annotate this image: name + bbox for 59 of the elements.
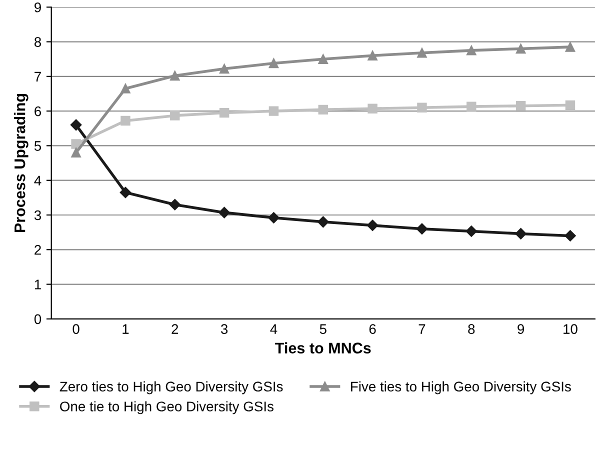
y-tick-label: 7 (34, 72, 41, 82)
point (170, 70, 180, 81)
x-tick-label: 6 (369, 324, 376, 334)
y-tick-label: 9 (34, 2, 41, 12)
point (515, 228, 526, 240)
x-tick-label: 8 (468, 324, 475, 334)
y-tick-label: 3 (34, 210, 42, 220)
point (368, 50, 378, 60)
point (318, 104, 328, 115)
point (417, 48, 427, 58)
point (466, 226, 477, 237)
point (71, 139, 81, 149)
point (565, 42, 576, 52)
legend-label: Zero ties to High Geo Diversity GSIs (60, 381, 283, 394)
point (318, 216, 329, 228)
point (516, 101, 526, 111)
point (268, 212, 280, 224)
x-axis-title: Ties to MNCs (275, 342, 371, 354)
x-tick-label: 4 (270, 324, 278, 334)
point (219, 108, 230, 118)
point (218, 206, 230, 218)
x-tick-label: 2 (172, 324, 178, 334)
point (268, 106, 279, 116)
y-tick-label: 1 (34, 280, 41, 290)
point (71, 148, 81, 158)
y-axis-title: Process Upgrading (14, 94, 28, 232)
point (268, 58, 279, 68)
point (169, 198, 180, 210)
x-tick-label: 9 (518, 324, 524, 334)
point (366, 220, 378, 231)
point (70, 119, 82, 131)
legend-label: One tie to High Geo Diversity GSIs (60, 401, 274, 414)
point (417, 102, 427, 112)
y-tick-label: 4 (34, 176, 42, 186)
point (120, 84, 130, 94)
point (416, 223, 428, 234)
y-tick-label: 5 (34, 141, 42, 151)
point (318, 54, 328, 64)
x-tick-label: 3 (220, 324, 228, 334)
x-tick-label: 5 (320, 324, 326, 334)
point (466, 102, 476, 112)
y-tick-label: 6 (34, 106, 42, 116)
point (219, 64, 230, 74)
x-tick-label: 10 (564, 324, 578, 334)
legend-label: Five ties to High Geo Diversity GSIs (351, 381, 571, 394)
point (516, 44, 526, 54)
point (565, 100, 576, 110)
x-tick-label: 7 (418, 324, 426, 334)
y-tick-label: 2 (34, 244, 41, 255)
point (120, 116, 130, 126)
point (120, 186, 132, 198)
point (564, 230, 576, 242)
x-tick-label: 0 (72, 324, 80, 334)
y-tick-label: 8 (34, 37, 42, 47)
x-tick-label: 1 (122, 324, 129, 334)
point (170, 110, 180, 120)
y-tick-label: 0 (34, 314, 42, 324)
point (368, 104, 378, 114)
point (466, 46, 476, 56)
